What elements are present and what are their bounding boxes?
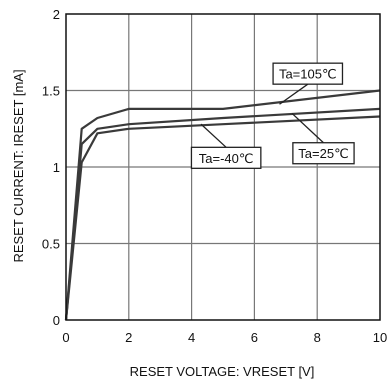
y-tick-label: 0.5 [42, 237, 60, 252]
x-tick-label: 10 [373, 330, 387, 345]
annotation-pointer-1 [291, 112, 324, 144]
x-tick-label: 4 [188, 330, 195, 345]
annotation-pointer-2 [200, 123, 227, 148]
y-tick-label: 2 [53, 7, 60, 22]
annotation-pointer-0 [279, 83, 309, 105]
x-tick-label: 8 [314, 330, 321, 345]
x-tick-label: 6 [251, 330, 258, 345]
series-line-0 [64, 89, 381, 321]
y-axis-label: RESET CURRENT: IRESET [mA] [11, 69, 26, 262]
series-layer [64, 89, 381, 321]
y-tick-label: 1.5 [42, 84, 60, 99]
annotation-label-0: Ta=105℃ [279, 67, 337, 82]
annotation-box-2 [190, 146, 262, 169]
annotation-box-1 [292, 142, 355, 165]
series-line-2 [64, 115, 381, 321]
x-tick-label: 0 [62, 330, 69, 345]
series-line-1 [64, 107, 381, 321]
annotation-box-0 [272, 62, 344, 85]
annotation-label-1: Ta=25℃ [298, 146, 348, 161]
x-tick-label: 2 [125, 330, 132, 345]
plot-frame [65, 13, 381, 321]
annotation-label-2: Ta=-40℃ [199, 151, 254, 166]
y-tick-label: 1 [53, 160, 60, 175]
y-tick-label: 0 [53, 313, 60, 328]
plot-frame-layer [65, 13, 381, 321]
tick-labels-layer: 0 2 4 6 8 10 0 0.5 1 1.5 2 [42, 7, 387, 345]
x-axis-label: RESET VOLTAGE: VRESET [V] [130, 364, 315, 379]
annotation-layer: Ta=105℃ Ta=25℃ Ta=-40℃ [190, 62, 355, 169]
